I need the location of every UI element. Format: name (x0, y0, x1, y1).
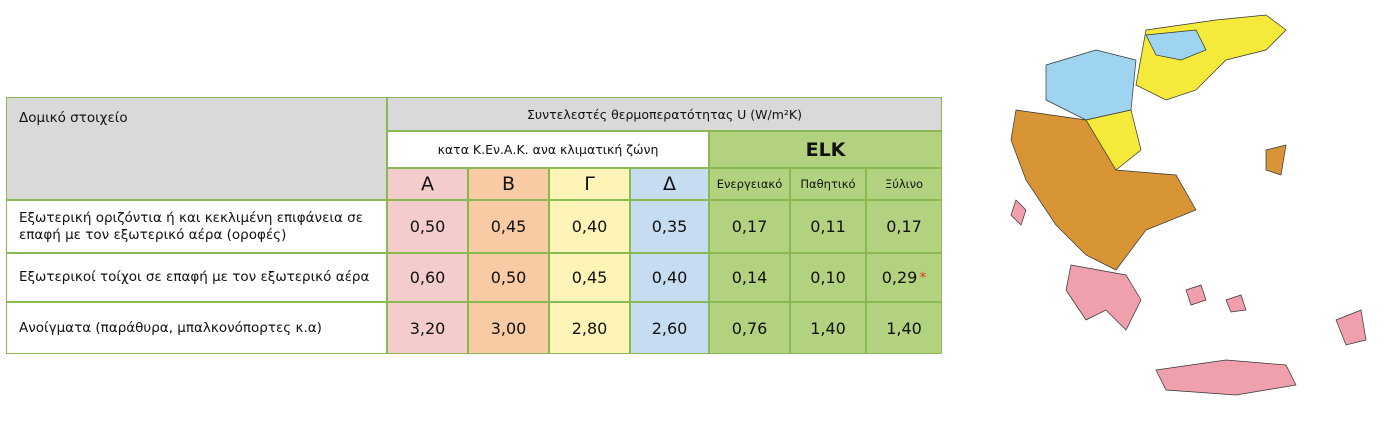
zone-header: Γ (549, 168, 630, 200)
value-cell: 0,14 (709, 253, 790, 302)
zone-header: Δ (630, 168, 709, 200)
value-cell-text: 0,11 (810, 217, 846, 236)
value-cell: 2,80 (549, 302, 630, 354)
elk-type-header-text: Ενεργειακό (716, 177, 783, 191)
row-label-text: Εξωτερικοί τοίχοι σε επαφή με τον εξωτερ… (19, 269, 370, 285)
zone-header-text: Γ (584, 173, 595, 195)
value-cell: 0,17 (866, 200, 942, 253)
row-label: Εξωτερικοί τοίχοι σε επαφή με τον εξωτερ… (6, 253, 387, 302)
value-cell: 0,60 (387, 253, 468, 302)
value-cell: 0,50 (468, 253, 549, 302)
zone-header-text: Δ (663, 173, 676, 195)
header-title-text: Συντελεστές θερμοπερατότητας U (W/m²K) (527, 106, 802, 122)
value-cell-text: 0,10 (810, 268, 846, 287)
value-cell-text: 0,50 (490, 268, 527, 287)
value-cell-text: 0,40 (651, 268, 688, 287)
header-label-text: Δομικό στοιχείο (19, 110, 128, 126)
header-title: Συντελεστές θερμοπερατότητας U (W/m²K) (387, 97, 942, 131)
value-cell-text: 3,00 (490, 318, 527, 338)
zone-header: Α (387, 168, 468, 200)
zone-header-text: Α (421, 173, 434, 195)
row-label: Ανοίγματα (παράθυρα, μπαλκονόπορτες κ.α) (6, 302, 387, 354)
value-cell-text: 1,40 (810, 318, 846, 338)
value-cell-text: 0,50 (409, 217, 446, 236)
value-cell: 0,50 (387, 200, 468, 253)
value-cell-text: 0,29 (881, 268, 918, 287)
value-cell-text: 2,80 (571, 318, 608, 338)
value-cell-text: 0,45 (490, 217, 527, 236)
value-cell: 0,40 (630, 253, 709, 302)
zone-header: Β (468, 168, 549, 200)
header-label: Δομικό στοιχείο (6, 97, 387, 200)
row-label: Εξωτερική οριζόντια ή και κεκλιμένη επιφ… (6, 200, 387, 253)
value-cell-text: 0,14 (731, 268, 768, 287)
value-cell-text: 0,40 (571, 217, 608, 236)
value-cell: 0,40 (549, 200, 630, 253)
value-cell: 0,29 * (866, 253, 942, 302)
value-cell-text: 0,76 (731, 318, 768, 338)
value-cell: 0,17 (709, 200, 790, 253)
row-label-text: Ανοίγματα (παράθυρα, μπαλκονόπορτες κ.α) (19, 319, 322, 336)
value-cell-text: 1,40 (886, 318, 922, 338)
value-cell: 3,20 (387, 302, 468, 354)
elk-label-text: ELK (805, 138, 846, 161)
elk-type-header-text: Παθητικό (800, 177, 856, 191)
zone-header-text: Β (501, 173, 516, 195)
value-cell: 0,10 (790, 253, 866, 302)
value-cell: 0,35 (630, 200, 709, 253)
value-cell: 1,40 (866, 302, 942, 354)
value-cell: 2,60 (630, 302, 709, 354)
kenak-label-text: κατα Κ.Εν.Α.Κ. ανα κλιματική ζώνη (437, 142, 659, 157)
value-cell: 1,40 (790, 302, 866, 354)
value-cell-text: 0,17 (886, 217, 922, 236)
row-label-text: Εξωτερική οριζόντια ή και κεκλιμένη επιφ… (19, 209, 364, 243)
elk-type-header: Παθητικό (790, 168, 866, 200)
value-cell-text: 0,35 (651, 217, 688, 236)
elk-type-header-text: Ξύλινο (884, 177, 924, 191)
value-cell: 0,76 (709, 302, 790, 354)
elk-label: ELK (709, 131, 942, 168)
note-mark: * (919, 269, 927, 286)
value-cell: 0,11 (790, 200, 866, 253)
value-cell-text: 0,45 (571, 268, 608, 287)
value-cell: 3,00 (468, 302, 549, 354)
value-cell-text: 2,60 (651, 318, 688, 338)
value-cell-text: 0,17 (731, 217, 768, 236)
greece-map (1010, 14, 1367, 396)
value-cell: 0,45 (468, 200, 549, 253)
elk-type-header: Ξύλινο (866, 168, 942, 200)
elk-type-header: Ενεργειακό (709, 168, 790, 200)
value-cell-text: 3,20 (409, 318, 446, 338)
value-cell: 0,45 (549, 253, 630, 302)
value-cell-text: 0,60 (409, 268, 446, 287)
kenak-label: κατα Κ.Εν.Α.Κ. ανα κλιματική ζώνη (387, 131, 709, 168)
